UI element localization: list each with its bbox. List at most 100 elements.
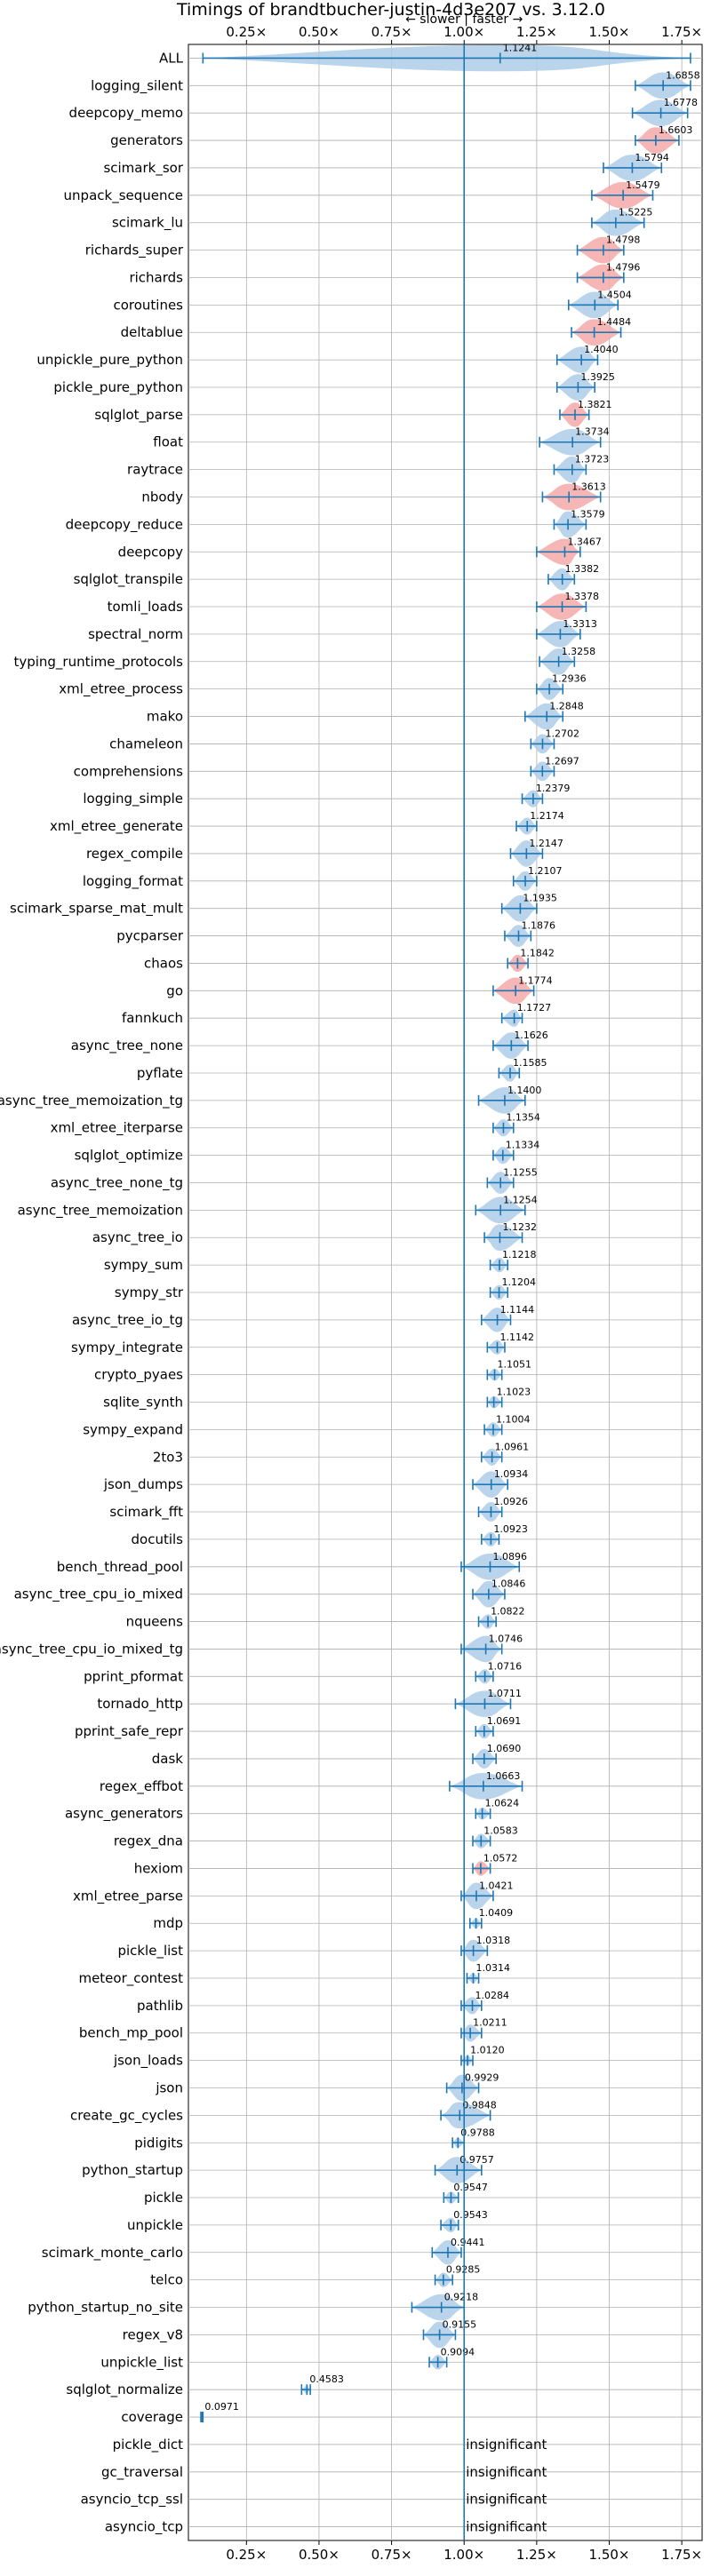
- benchmark-row: telco 0.9285: [150, 2264, 480, 2288]
- value-label: 0.0971: [204, 2401, 239, 2413]
- benchmark-row: pprint_safe_repr 1.0691: [75, 1715, 521, 1740]
- benchmark-label: logging_simple: [83, 791, 183, 807]
- benchmark-row: async_tree_none_tg 1.1255: [51, 1166, 538, 1194]
- value-label: 0.9218: [444, 2292, 478, 2303]
- tick-label-top-1: 0.50×: [299, 24, 340, 40]
- benchmark-label: async_tree_memoization: [18, 1202, 183, 1219]
- benchmark-label: python_startup_no_site: [28, 2300, 183, 2317]
- value-label: 1.1255: [503, 1166, 538, 1178]
- benchmark-label: typing_runtime_protocols: [13, 654, 183, 671]
- benchmark-row: deltablue 1.4484: [121, 316, 631, 346]
- benchmark-label: mdp: [153, 1915, 183, 1931]
- value-label: 1.1204: [502, 1276, 537, 1288]
- benchmark-label: telco: [150, 2272, 183, 2288]
- benchmark-label: coroutines: [113, 297, 183, 313]
- benchmark-row: scimark_sparse_mat_mult 1.1935: [10, 893, 557, 922]
- benchmark-row: json_dumps 1.0934: [103, 1468, 528, 1498]
- benchmark-label: pickle_pure_python: [53, 379, 183, 396]
- benchmark-label: richards_super: [85, 242, 184, 259]
- benchmark-row: typing_runtime_protocols 1.3258: [13, 646, 595, 675]
- benchmark-row: scimark_lu 1.5225: [112, 207, 652, 236]
- value-label: 1.3723: [575, 454, 610, 465]
- benchmark-row: regex_dna 1.0583: [114, 1825, 518, 1850]
- benchmark-label: gc_traversal: [101, 2464, 183, 2481]
- benchmark-label: richards: [129, 269, 183, 285]
- benchmark-row: async_tree_memoization 1.1254: [18, 1194, 538, 1224]
- value-label: 1.5225: [619, 207, 653, 219]
- benchmark-row: scimark_fft 1.0926: [109, 1496, 528, 1523]
- plot-area: 0.25× 0.25× 0.50× 0.50× 0.75× 0.75× 1.00× 1.00×…: [0, 12, 703, 2563]
- benchmark-label: generators: [110, 132, 183, 148]
- benchmark-row: dask 1.0690: [152, 1743, 521, 1769]
- tick-label-bottom-1: 0.50×: [299, 2547, 340, 2563]
- value-label: 1.0284: [475, 1990, 510, 2001]
- tick-label-bottom-6: 1.75×: [661, 2547, 702, 2563]
- chart-title: Timings of brandtbucher-justin-4d3e207 v…: [176, 0, 605, 20]
- value-label: 1.2848: [549, 701, 584, 712]
- benchmark-label: deltablue: [121, 324, 183, 340]
- benchmark-label: regex_v8: [123, 2326, 183, 2343]
- benchmark-label: float: [153, 434, 183, 450]
- benchmark-label: async_tree_cpu_io_mixed: [14, 1586, 183, 1603]
- benchmark-label: pycparser: [116, 928, 184, 944]
- value-label: 1.3821: [578, 399, 612, 410]
- benchmark-row: nbody 1.3613: [141, 481, 606, 511]
- benchmark-label: xml_etree_process: [59, 681, 183, 698]
- benchmark-label: async_tree_io: [92, 1229, 183, 1246]
- value-label: 0.9543: [453, 2209, 488, 2221]
- benchmark-row: nqueens 1.0822: [126, 1606, 525, 1630]
- tick-label-bottom-0: 0.25×: [226, 2547, 267, 2563]
- value-label: 1.3378: [565, 591, 600, 602]
- tick-label-bottom-2: 0.75×: [371, 2547, 412, 2563]
- value-label: 1.6778: [664, 97, 699, 108]
- tick-label-top-4: 1.25×: [516, 24, 557, 40]
- benchmark-row: regex_compile 1.2147: [86, 838, 563, 867]
- value-label: 1.0961: [495, 1441, 530, 1452]
- value-label: 1.2147: [529, 838, 563, 849]
- value-label: 1.0572: [483, 1852, 518, 1864]
- value-label: 1.6603: [659, 124, 693, 136]
- tick-label-top-0: 0.25×: [226, 24, 267, 40]
- benchmark-label: dask: [152, 1751, 184, 1767]
- benchmark-label: coverage: [121, 2409, 183, 2425]
- value-label: 1.4040: [584, 344, 619, 355]
- insignificant-label: insignificant: [466, 2464, 547, 2480]
- benchmark-row: async_tree_io 1.1232: [92, 1221, 537, 1252]
- benchmark-label: nqueens: [126, 1614, 183, 1630]
- benchmark-row: async_tree_io_tg 1.1144: [72, 1304, 534, 1332]
- benchmark-label: xml_etree_generate: [50, 818, 183, 835]
- benchmark-row: coroutines 1.4504: [113, 289, 632, 319]
- value-label: 1.0822: [491, 1606, 525, 1618]
- value-label: 1.1051: [498, 1359, 532, 1371]
- benchmark-row: xml_etree_process 1.2936: [59, 673, 587, 701]
- benchmark-label: scimark_fft: [109, 1504, 183, 1521]
- benchmark-label: regex_effbot: [100, 1778, 183, 1795]
- value-label: 1.0691: [487, 1715, 522, 1727]
- benchmark-label: regex_compile: [86, 846, 183, 863]
- benchmark-row: float 1.3734: [153, 426, 610, 456]
- value-label: 0.9848: [462, 2099, 497, 2111]
- benchmark-row: pidigits 0.9788: [134, 2127, 495, 2151]
- benchmark-row: logging_format 1.2107: [83, 865, 563, 891]
- benchmark-row: regex_v8 0.9155: [123, 2318, 476, 2349]
- benchmark-row: crypto_pyaes 1.1051: [94, 1359, 531, 1384]
- benchmark-label: json_dumps: [103, 1476, 183, 1493]
- tick-label-bottom-5: 1.50×: [589, 2547, 630, 2563]
- benchmark-row: scimark_monte_carlo 0.9441: [42, 2237, 484, 2265]
- value-label: 1.0934: [494, 1468, 529, 1480]
- value-label: 1.0711: [487, 1688, 522, 1699]
- benchmark-label: chameleon: [109, 735, 183, 751]
- value-label: 1.1218: [502, 1249, 537, 1260]
- value-label: 1.3613: [571, 481, 606, 493]
- benchmark-row: sympy_str 1.1204: [115, 1276, 536, 1301]
- benchmark-row: pickle_pure_python 1.3925: [53, 371, 615, 401]
- benchmark-row: unpickle_list 0.9094: [100, 2346, 475, 2371]
- benchmark-row: pprint_pformat 1.0716: [84, 1660, 522, 1685]
- benchmark-label: ALL: [159, 50, 184, 66]
- value-label: 1.2379: [536, 783, 571, 794]
- benchmark-label: 2to3: [153, 1449, 183, 1465]
- benchmark-row: scimark_sor 1.5794: [103, 152, 669, 181]
- value-label: 1.0583: [483, 1825, 518, 1837]
- benchmark-row: pyflate 1.1585: [137, 1057, 547, 1082]
